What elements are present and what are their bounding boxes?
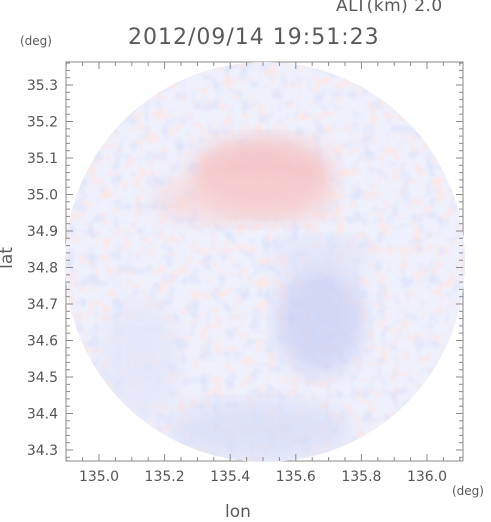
x-axis-label: lon: [225, 502, 251, 522]
y-tick-label: 35.3: [27, 78, 58, 94]
y-tick-label: 34.8: [27, 261, 58, 277]
y-axis-unit: (deg): [20, 34, 52, 48]
reflectivity-negative-area: [275, 265, 365, 375]
y-axis-ticks: 35.3 35.2 35.1 35.0 34.9 34.8 34.7 34.6 34.5 34.4…: [27, 62, 463, 459]
y-tick-label: 34.4: [27, 407, 58, 423]
y-tick-label: 34.5: [27, 370, 58, 386]
x-tick-label: 135.4: [210, 469, 250, 485]
x-tick-label: 136.0: [407, 469, 447, 485]
x-tick-label: 135.2: [145, 469, 185, 485]
x-tick-label: 135.8: [341, 469, 381, 485]
y-tick-label: 35.1: [27, 151, 58, 167]
timestamp-title: 2012/09/14 19:51:23: [128, 25, 380, 50]
y-tick-label: 35.2: [27, 115, 58, 131]
x-axis-ticks: 135.0 135.2 135.4 135.6 135.8 136.0: [65, 62, 461, 485]
x-axis-unit: (deg): [452, 484, 484, 498]
radar-scan-disc: [65, 62, 465, 462]
y-tick-label: 34.7: [27, 297, 58, 313]
y-tick-label: 34.3: [27, 443, 58, 459]
y-tick-label: 34.6: [27, 334, 58, 350]
y-tick-label: 35.0: [27, 188, 58, 204]
x-tick-label: 135.0: [79, 469, 119, 485]
y-tick-label: 34.9: [27, 224, 58, 240]
x-tick-label: 135.6: [276, 469, 316, 485]
altitude-label: ALT(km) 2.0: [336, 0, 443, 16]
